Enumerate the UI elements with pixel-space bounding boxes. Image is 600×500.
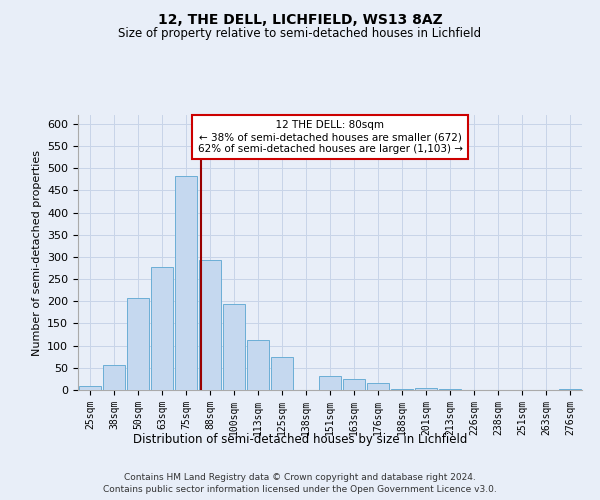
Y-axis label: Number of semi-detached properties: Number of semi-detached properties <box>32 150 41 356</box>
Bar <box>559 389 581 390</box>
Bar <box>151 266 173 390</box>
Bar <box>127 298 149 390</box>
Text: Size of property relative to semi-detached houses in Lichfield: Size of property relative to semi-detach… <box>118 28 482 40</box>
Bar <box>199 260 221 390</box>
Text: Contains HM Land Registry data © Crown copyright and database right 2024.: Contains HM Land Registry data © Crown c… <box>124 472 476 482</box>
Bar <box>391 388 413 390</box>
Bar <box>319 376 341 390</box>
Text: 12 THE DELL: 80sqm  
← 38% of semi-detached houses are smaller (672)
62% of semi: 12 THE DELL: 80sqm ← 38% of semi-detache… <box>197 120 463 154</box>
Bar <box>415 388 437 390</box>
Bar <box>79 386 101 390</box>
Bar <box>175 176 197 390</box>
Bar <box>439 389 461 390</box>
Bar <box>223 304 245 390</box>
Text: Distribution of semi-detached houses by size in Lichfield: Distribution of semi-detached houses by … <box>133 432 467 446</box>
Bar <box>103 364 125 390</box>
Text: 12, THE DELL, LICHFIELD, WS13 8AZ: 12, THE DELL, LICHFIELD, WS13 8AZ <box>158 12 442 26</box>
Text: Contains public sector information licensed under the Open Government Licence v3: Contains public sector information licen… <box>103 485 497 494</box>
Bar <box>247 340 269 390</box>
Bar <box>271 356 293 390</box>
Bar <box>343 379 365 390</box>
Bar <box>367 384 389 390</box>
